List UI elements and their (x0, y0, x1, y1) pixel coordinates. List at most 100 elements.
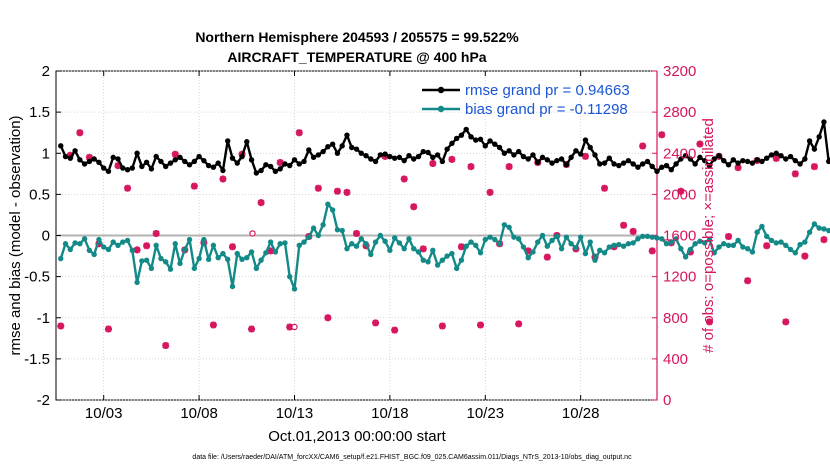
obs-assimilated-marker (791, 170, 799, 178)
bias-point (639, 233, 646, 240)
rmse-point (263, 162, 269, 168)
rmse-point (654, 168, 660, 175)
rmse-point (458, 132, 465, 138)
obs-assimilated-marker (457, 243, 465, 251)
rmse-point (606, 155, 613, 161)
rmse-point (277, 166, 283, 172)
bias-point (716, 244, 722, 250)
rmse-point (253, 170, 260, 176)
bias-point (143, 257, 150, 263)
bias-point (253, 265, 260, 272)
rmse-point (415, 153, 422, 160)
bias-point (511, 234, 517, 240)
rmse-point (592, 152, 598, 158)
y-tick-label: -2 (37, 392, 50, 409)
bias-point (382, 238, 388, 244)
rmse-point (406, 153, 412, 159)
rmse-point (687, 156, 694, 162)
rmse-point (100, 165, 107, 171)
rmse-point (372, 158, 379, 165)
bias-point (649, 234, 655, 240)
rmse-point (72, 148, 78, 154)
rmse-point (272, 168, 279, 175)
obs-assimilated-marker (162, 342, 170, 350)
bias-point (430, 247, 436, 254)
rmse-point (129, 165, 136, 171)
bias-point (577, 234, 584, 240)
rmse-point (639, 161, 646, 167)
legend-rmse-label: rmse grand pr = 0.94663 (465, 82, 630, 99)
bias-point (72, 240, 78, 246)
bias-point (601, 250, 608, 256)
bias-point (100, 244, 107, 250)
bias-point (458, 257, 465, 263)
bias-point (496, 241, 503, 247)
rmse-point (320, 148, 326, 155)
obs-assimilated-marker (696, 140, 704, 148)
rmse-point (673, 161, 679, 167)
rmse-point (120, 165, 126, 171)
bias-point (659, 236, 665, 242)
rmse-point (573, 148, 579, 154)
rmse-point (792, 157, 799, 164)
obs-assimilated-marker (190, 182, 198, 190)
bias-point (167, 266, 174, 272)
obs-assimilated-marker (314, 184, 322, 192)
bias-point (539, 232, 546, 239)
bias-point (687, 246, 694, 253)
bias-point (258, 257, 264, 263)
rmse-point (625, 157, 632, 164)
bias-point (721, 241, 727, 247)
rmse-point (349, 144, 355, 151)
bias-point (387, 247, 393, 254)
rmse-point (701, 157, 708, 164)
obs-possible-marker (249, 230, 256, 237)
rmse-point (678, 156, 684, 162)
bias-point (282, 240, 288, 246)
obs-assimilated-marker (810, 163, 818, 171)
rmse-point (473, 137, 479, 143)
bias-point (425, 259, 431, 265)
rmse-point (501, 150, 508, 156)
obs-assimilated-marker (629, 227, 637, 235)
bias-point (630, 240, 636, 246)
bias-point (582, 250, 589, 257)
obs-assimilated-marker (333, 187, 341, 195)
bias-point (86, 247, 93, 254)
rmse-point (453, 135, 460, 142)
bias-point (344, 245, 350, 252)
bias-point (377, 232, 384, 239)
bias-point (96, 236, 102, 243)
obs-assimilated-marker (820, 236, 828, 244)
bias-point (191, 265, 198, 272)
rmse-point (749, 160, 756, 166)
rmse-point (463, 126, 469, 133)
bias-point (339, 227, 345, 234)
bias-point (372, 239, 379, 245)
bias-point (62, 241, 69, 247)
rmse-point (220, 167, 226, 174)
rmse-point (811, 146, 818, 152)
rmse-point (492, 141, 498, 147)
bias-point (325, 201, 331, 207)
rmse-point (487, 138, 493, 144)
rmse-point (826, 158, 830, 165)
rmse-point (411, 156, 417, 162)
rmse-point (382, 151, 388, 157)
rmse-point (711, 156, 717, 162)
bias-point (473, 242, 479, 249)
bias-point (201, 236, 207, 243)
obs-assimilated-marker (505, 163, 513, 171)
rmse-point (301, 158, 307, 165)
rmse-point (105, 168, 112, 175)
bias-point (215, 255, 221, 261)
x-tick-label: 10/18 (371, 405, 409, 422)
bias-point (320, 222, 326, 228)
bias-point (620, 243, 627, 249)
chart-title: Northern Hemisphere 204593 / 205575 = 99… (195, 29, 519, 45)
bias-point (153, 242, 159, 249)
bias-point (692, 241, 698, 247)
y2-tick-label: 0 (663, 392, 671, 409)
rmse-point (344, 132, 350, 138)
bias-point (105, 246, 112, 253)
